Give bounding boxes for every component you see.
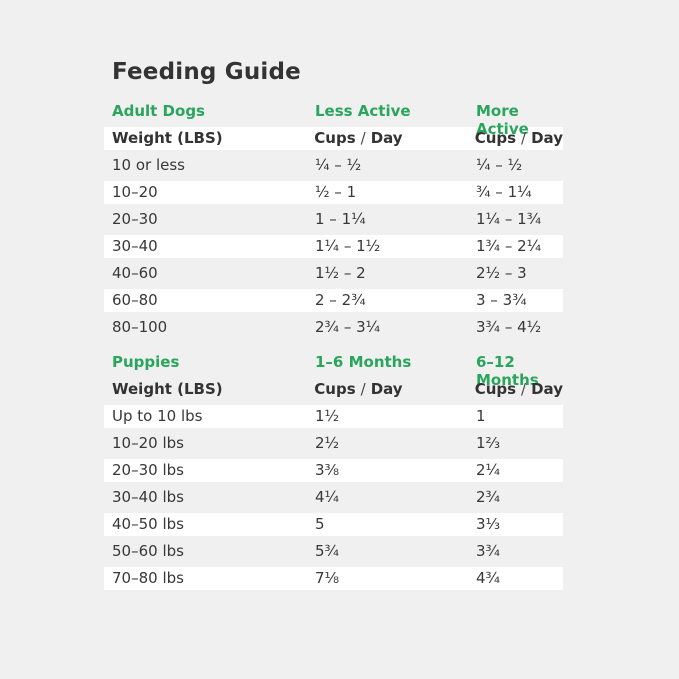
weight-cell: 10–20 lbs (112, 434, 184, 452)
puppies-table-row: 20–30 lbs 3⅜ 2¼ (104, 459, 563, 482)
months-6-12-cell: 4¾ (476, 569, 501, 587)
adult-table-row: 10 or less ¼ – ½ ¼ – ½ (104, 154, 563, 177)
weight-cell: 10 or less (112, 156, 185, 174)
cups-text: Cups (474, 129, 517, 147)
puppies-table-row: 10–20 lbs 2½ 1⅔ (104, 432, 563, 455)
puppies-section: Puppies 1–6 Months 6–12 Months Weight (L… (104, 353, 563, 590)
weight-cell: 40–50 lbs (112, 515, 184, 533)
slash-separator: / (521, 129, 527, 147)
weight-cell: 50–60 lbs (112, 542, 184, 560)
months-1-6-cell: 7⅛ (315, 569, 340, 587)
months-6-12-cell: 3¾ (476, 542, 501, 560)
months-1-6-cell: 2½ (315, 434, 340, 452)
slash-separator: / (360, 129, 366, 147)
weight-cell: 60–80 (112, 291, 158, 309)
day-text: Day (370, 380, 403, 398)
weight-cell: 20–30 lbs (112, 461, 184, 479)
weight-cell: 70–80 lbs (112, 569, 184, 587)
adult-dogs-section-header: Adult Dogs Less Active More Active (104, 102, 563, 138)
puppies-table-row: Up to 10 lbs 1½ 1 (104, 405, 563, 428)
less-active-cell: ½ – 1 (315, 183, 357, 201)
cups-per-day-label: Cups / Day (475, 127, 563, 150)
months-6-12-cell: 3⅓ (476, 515, 501, 533)
puppies-table: Weight (LBS) Cups / Day Cups / Day Up to 10 … (104, 378, 563, 590)
weight-cell: 30–40 lbs (112, 488, 184, 506)
day-text: Day (370, 129, 403, 147)
adult-dogs-section-label: Adult Dogs (112, 102, 205, 120)
adult-table-row: 80–100 2¾ – 3¼ 3¾ – 4½ (104, 316, 563, 339)
weight-cell: 80–100 (112, 318, 168, 336)
weight-header-label: Weight (LBS) (112, 129, 223, 147)
more-active-cell: 1¼ – 1¾ (476, 210, 542, 228)
less-active-cell: 1 – 1¼ (315, 210, 366, 228)
page-title: Feeding Guide (112, 59, 301, 85)
cups-per-day-label: Cups / Day (314, 127, 474, 150)
cups-per-day-label: Cups / Day (314, 378, 474, 401)
puppies-table-header-row: Weight (LBS) Cups / Day Cups / Day (104, 378, 563, 401)
months-6-12-column-label: 6–12 Months (476, 353, 539, 389)
weight-header-label: Weight (LBS) (112, 380, 223, 398)
more-active-cell: 2½ – 3 (476, 264, 527, 282)
adult-table-row: 10–20 ½ – 1 ¾ – 1¼ (104, 181, 563, 204)
months-1-6-cell: 3⅜ (315, 461, 340, 479)
adult-dogs-table: Weight (LBS) Cups / Day Cups / Day 10 or les… (104, 127, 563, 339)
adult-table-row: 20–30 1 – 1¼ 1¼ – 1¾ (104, 208, 563, 231)
months-1-6-cell: 5 (315, 515, 325, 533)
day-text: Day (531, 380, 563, 398)
less-active-cell: ¼ – ½ (315, 156, 362, 174)
months-1-6-cell: 4¼ (315, 488, 340, 506)
adult-table-row: 60–80 2 – 2¾ 3 – 3¾ (104, 289, 563, 312)
slash-separator: / (521, 380, 527, 398)
adult-table-row: 40–60 1½ – 2 2½ – 3 (104, 262, 563, 285)
weight-cell: Up to 10 lbs (112, 407, 203, 425)
less-active-column-label: Less Active (315, 102, 411, 120)
months-6-12-cell: 2¼ (476, 461, 501, 479)
day-text: Day (531, 129, 563, 147)
months-6-12-cell: 1 (476, 407, 486, 425)
puppies-table-row: 40–50 lbs 5 3⅓ (104, 513, 563, 536)
adult-table-header-row: Weight (LBS) Cups / Day Cups / Day (104, 127, 563, 150)
more-active-cell: ¼ – ½ (476, 156, 523, 174)
more-active-cell: 3 – 3¾ (476, 291, 527, 309)
cups-text: Cups (314, 129, 356, 147)
weight-cell: 20–30 (112, 210, 158, 228)
less-active-cell: 1¼ – 1½ (315, 237, 381, 255)
weight-cell: 30–40 (112, 237, 158, 255)
less-active-cell: 2 – 2¾ (315, 291, 366, 309)
more-active-cell: ¾ – 1¼ (476, 183, 532, 201)
weight-cell: 40–60 (112, 264, 158, 282)
cups-per-day-label: Cups / Day (475, 378, 563, 401)
weight-cell: 10–20 (112, 183, 158, 201)
months-6-12-cell: 1⅔ (476, 434, 501, 452)
puppies-table-row: 50–60 lbs 5¾ 3¾ (104, 540, 563, 563)
months-1-6-cell: 1½ (315, 407, 340, 425)
less-active-cell: 2¾ – 3¼ (315, 318, 381, 336)
slash-separator: / (360, 380, 366, 398)
puppies-table-row: 30–40 lbs 4¼ 2¾ (104, 486, 563, 509)
months-6-12-cell: 2¾ (476, 488, 501, 506)
less-active-cell: 1½ – 2 (315, 264, 366, 282)
months-1-6-cell: 5¾ (315, 542, 340, 560)
more-active-cell: 3¾ – 4½ (476, 318, 542, 336)
adult-table-row: 30–40 1¼ – 1½ 1¾ – 2¼ (104, 235, 563, 258)
feeding-guide-panel: Feeding Guide Adult Dogs Less Active Mor… (104, 58, 563, 594)
puppies-section-label: Puppies (112, 353, 180, 371)
puppies-section-header: Puppies 1–6 Months 6–12 Months (104, 353, 563, 389)
more-active-cell: 1¾ – 2¼ (476, 237, 542, 255)
cups-text: Cups (474, 380, 517, 398)
more-active-column-label: More Active (476, 102, 529, 138)
puppies-table-row: 70–80 lbs 7⅛ 4¾ (104, 567, 563, 590)
months-1-6-column-label: 1–6 Months (315, 353, 412, 371)
cups-text: Cups (314, 380, 356, 398)
